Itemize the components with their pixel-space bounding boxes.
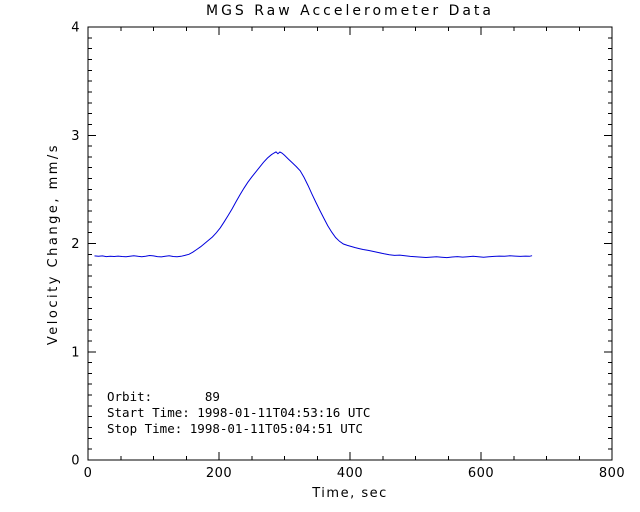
x-axis-label: Time, sec	[311, 486, 388, 501]
annotation-start-time: Start Time: 1998-01-11T04:53:16 UTC	[107, 405, 370, 420]
velocity-change-line	[94, 151, 533, 259]
y-axis-tick-labels: 0 1 2 3 4	[71, 21, 80, 469]
x-axis-tick-labels: 0 200 400 600 800	[84, 466, 625, 481]
x-tick-label: 0	[84, 466, 93, 481]
chart-title: MGS Raw Accelerometer Data	[206, 3, 494, 19]
annotation-stop-time: Stop Time: 1998-01-11T05:04:51 UTC	[107, 421, 363, 436]
x-tick-label: 600	[468, 466, 494, 481]
y-tick-label: 0	[71, 454, 80, 469]
y-tick-label: 2	[71, 237, 80, 252]
y-axis-label: Velocity Change, mm/s	[46, 143, 61, 345]
y-tick-label: 4	[71, 21, 80, 36]
x-tick-label: 200	[206, 466, 232, 481]
annotation-orbit: Orbit: 89	[107, 389, 220, 404]
x-tick-label: 400	[337, 466, 363, 481]
x-tick-label: 800	[599, 466, 625, 481]
y-tick-label: 3	[71, 129, 80, 144]
y-tick-label: 1	[71, 345, 80, 360]
axis-ticks	[87, 26, 613, 461]
